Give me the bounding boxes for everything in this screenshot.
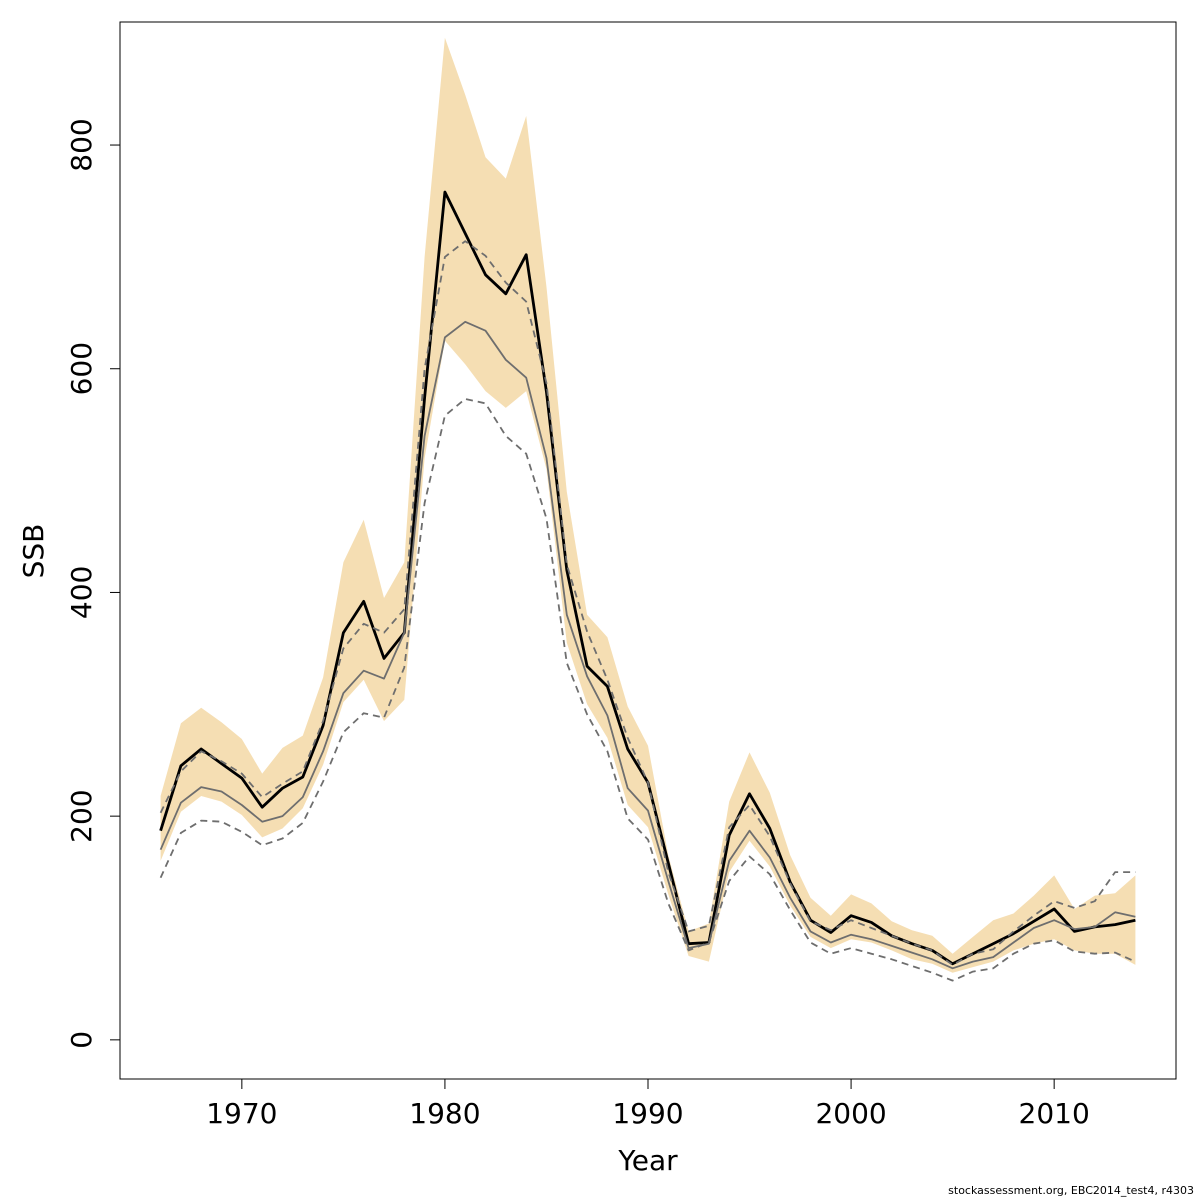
y-axis-title: SSB: [17, 524, 50, 579]
y-tick-label: 600: [65, 342, 98, 395]
y-tick-label: 200: [65, 789, 98, 842]
footer-credit: stockassessment.org, EBC2014_test4, r430…: [948, 1184, 1194, 1197]
x-axis-title: Year: [617, 1144, 678, 1177]
x-tick-label: 2010: [1019, 1097, 1090, 1130]
x-tick-label: 1990: [612, 1097, 683, 1130]
x-tick-label: 1970: [206, 1097, 277, 1130]
confidence-band-layer: [160, 37, 1136, 973]
series-line-3: [159, 240, 1136, 966]
y-tick-label: 0: [65, 1031, 98, 1049]
series-line-1: [159, 190, 1136, 966]
series-line-4: [159, 397, 1136, 982]
y-tick-label: 800: [65, 118, 98, 171]
confidence-band: [160, 37, 1136, 973]
y-tick-label: 400: [65, 566, 98, 619]
x-tick-label: 2000: [815, 1097, 886, 1130]
x-tick-label: 1980: [409, 1097, 480, 1130]
series-layer: [159, 190, 1136, 982]
axes: 1970 1980 1990 2000 2010 0 200 400 600 800: [65, 118, 1090, 1130]
series-line-2: [159, 320, 1136, 970]
